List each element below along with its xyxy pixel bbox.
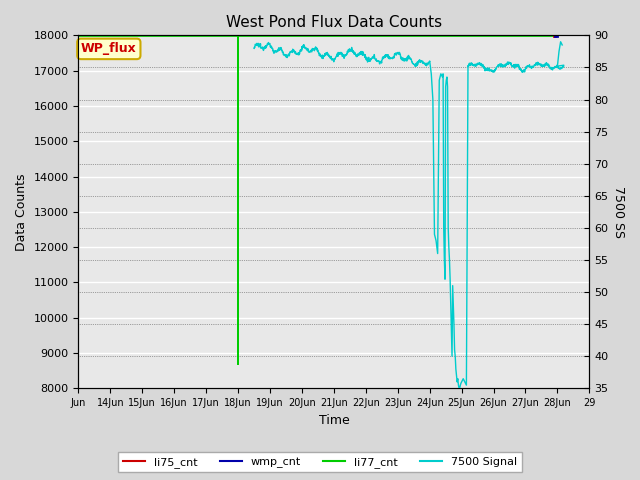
Text: WP_flux: WP_flux [81,42,137,55]
X-axis label: Time: Time [319,414,349,427]
Legend: li75_cnt, wmp_cnt, li77_cnt, 7500 Signal: li75_cnt, wmp_cnt, li77_cnt, 7500 Signal [118,452,522,472]
Y-axis label: Data Counts: Data Counts [15,173,28,251]
Title: West Pond Flux Data Counts: West Pond Flux Data Counts [226,15,442,30]
Y-axis label: 7500 SS: 7500 SS [612,186,625,238]
